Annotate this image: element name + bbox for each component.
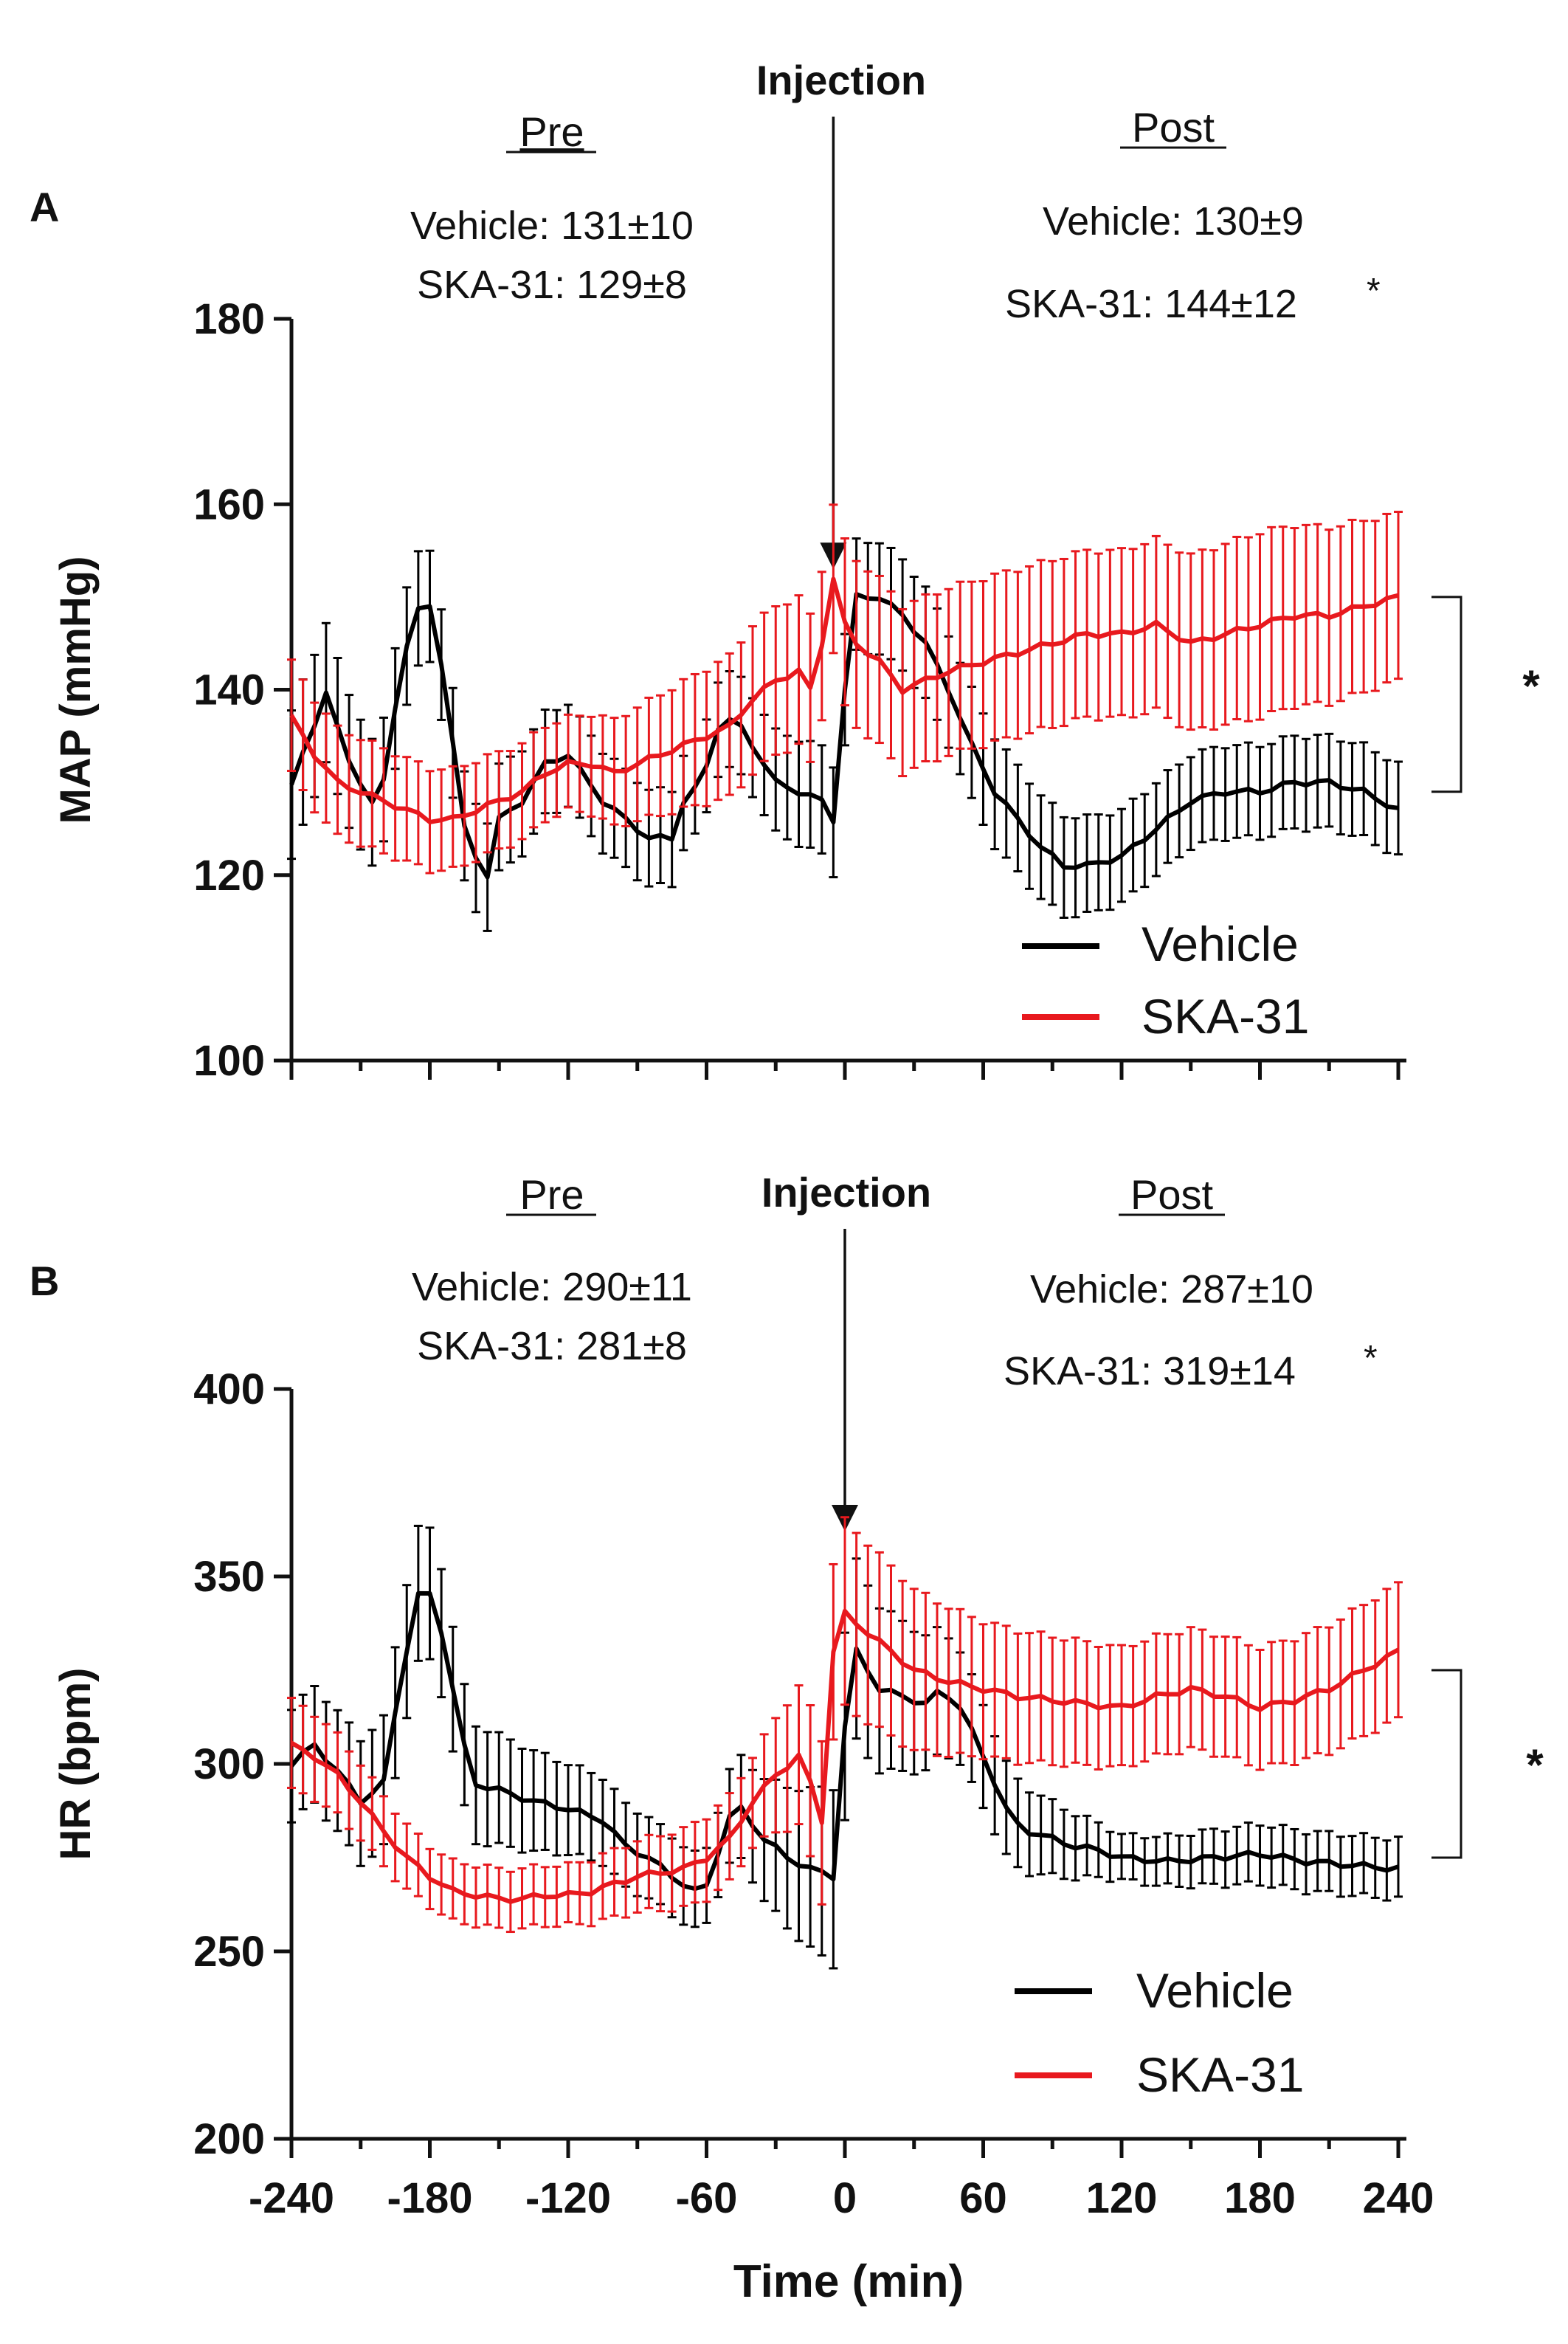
panel-b-series: [287, 1516, 1403, 1970]
panel-a-post-heading: Post: [1132, 104, 1215, 151]
panel-b-significance-bracket: [1431, 1669, 1462, 1859]
y-tick-label: 160: [193, 480, 265, 528]
panel-b-post-ska31: SKA-31: 319±14: [1004, 1349, 1296, 1393]
panel-a-series: [287, 503, 1403, 932]
panel-a-legend-ska31: SKA-31: [1142, 989, 1309, 1044]
panel-a-post-vehicle: Vehicle: 130±9: [1043, 199, 1304, 244]
panel-a-pre-heading: Pre: [519, 108, 584, 155]
x-tick-label: -180: [387, 2174, 472, 2222]
x-tick-label: 0: [833, 2174, 857, 2222]
series-ska-31: [287, 503, 1403, 875]
panel-b-post-ska31-star: *: [1364, 1339, 1378, 1378]
y-tick-label: 140: [193, 666, 265, 714]
series-line: [289, 1590, 1399, 1892]
panel-b-post-vehicle: Vehicle: 287±10: [1030, 1267, 1313, 1311]
panel-b-injection-label: Injection: [761, 1169, 931, 1216]
series-ska-31: [287, 1516, 1403, 1934]
y-tick-label: 350: [193, 1553, 265, 1601]
panel-b-significance-star: *: [1526, 1740, 1544, 1790]
panel-b-pre-heading: Pre: [519, 1171, 584, 1218]
y-tick-label: 400: [193, 1365, 265, 1413]
panel-a: A Injection Pre Vehicle: 131±10 SKA-31: …: [30, 57, 1540, 1085]
y-tick-label: 120: [193, 852, 265, 900]
panel-b-label: B: [30, 1258, 59, 1304]
panel-a-post-ska31: SKA-31: 144±12: [1005, 282, 1297, 326]
x-tick-label: 180: [1224, 2174, 1296, 2222]
y-tick-label: 180: [193, 295, 265, 343]
panel-b-pre-vehicle: Vehicle: 290±11: [412, 1265, 692, 1309]
panel-b-ticks: 200 250 300 350 400 -240 -180 -120 -60 0 60 120 180 2…: [193, 1365, 1434, 2222]
panel-b-y-axis-label: HR (bpm): [52, 1668, 100, 1861]
panel-a-legend-vehicle: Vehicle: [1142, 917, 1299, 971]
panel-a-label: A: [30, 184, 59, 230]
panel-a-pre-ska31: SKA-31: 129±8: [417, 263, 687, 307]
panel-b-post-heading: Post: [1130, 1171, 1213, 1218]
series-line: [290, 1608, 1400, 1904]
y-tick-label: 300: [193, 1740, 265, 1788]
x-tick-label: 120: [1086, 2174, 1158, 2222]
panel-b-legend-ska31: SKA-31: [1136, 2047, 1304, 2102]
x-tick-label: 60: [959, 2174, 1007, 2222]
x-tick-label: 240: [1363, 2174, 1434, 2222]
x-axis-title: Time (min): [733, 2256, 964, 2307]
panel-a-significance-star: *: [1522, 661, 1540, 711]
x-tick-label: -120: [525, 2174, 611, 2222]
y-tick-label: 250: [193, 1928, 265, 1976]
panel-b: B Injection Pre Vehicle: 290±11 SKA-31: …: [30, 1169, 1544, 2307]
panel-a-post-ska31-star: *: [1367, 272, 1381, 311]
panel-a-significance-bracket: [1431, 596, 1462, 793]
panel-a-injection-label: Injection: [756, 57, 926, 103]
x-tick-label: -60: [676, 2174, 738, 2222]
panel-a-pre-vehicle: Vehicle: 131±10: [410, 204, 694, 248]
panel-a-ticks: 100 120 140 160 180: [193, 295, 1401, 1085]
panel-b-legend-vehicle: Vehicle: [1136, 1963, 1294, 2018]
panel-a-y-axis-label: MAP (mmHg): [52, 556, 100, 824]
y-tick-label: 200: [193, 2115, 265, 2163]
y-tick-label: 100: [193, 1037, 265, 1085]
series-line: [289, 576, 1399, 824]
x-tick-label: -240: [249, 2174, 334, 2222]
panel-b-pre-ska31: SKA-31: 281±8: [417, 1324, 687, 1368]
